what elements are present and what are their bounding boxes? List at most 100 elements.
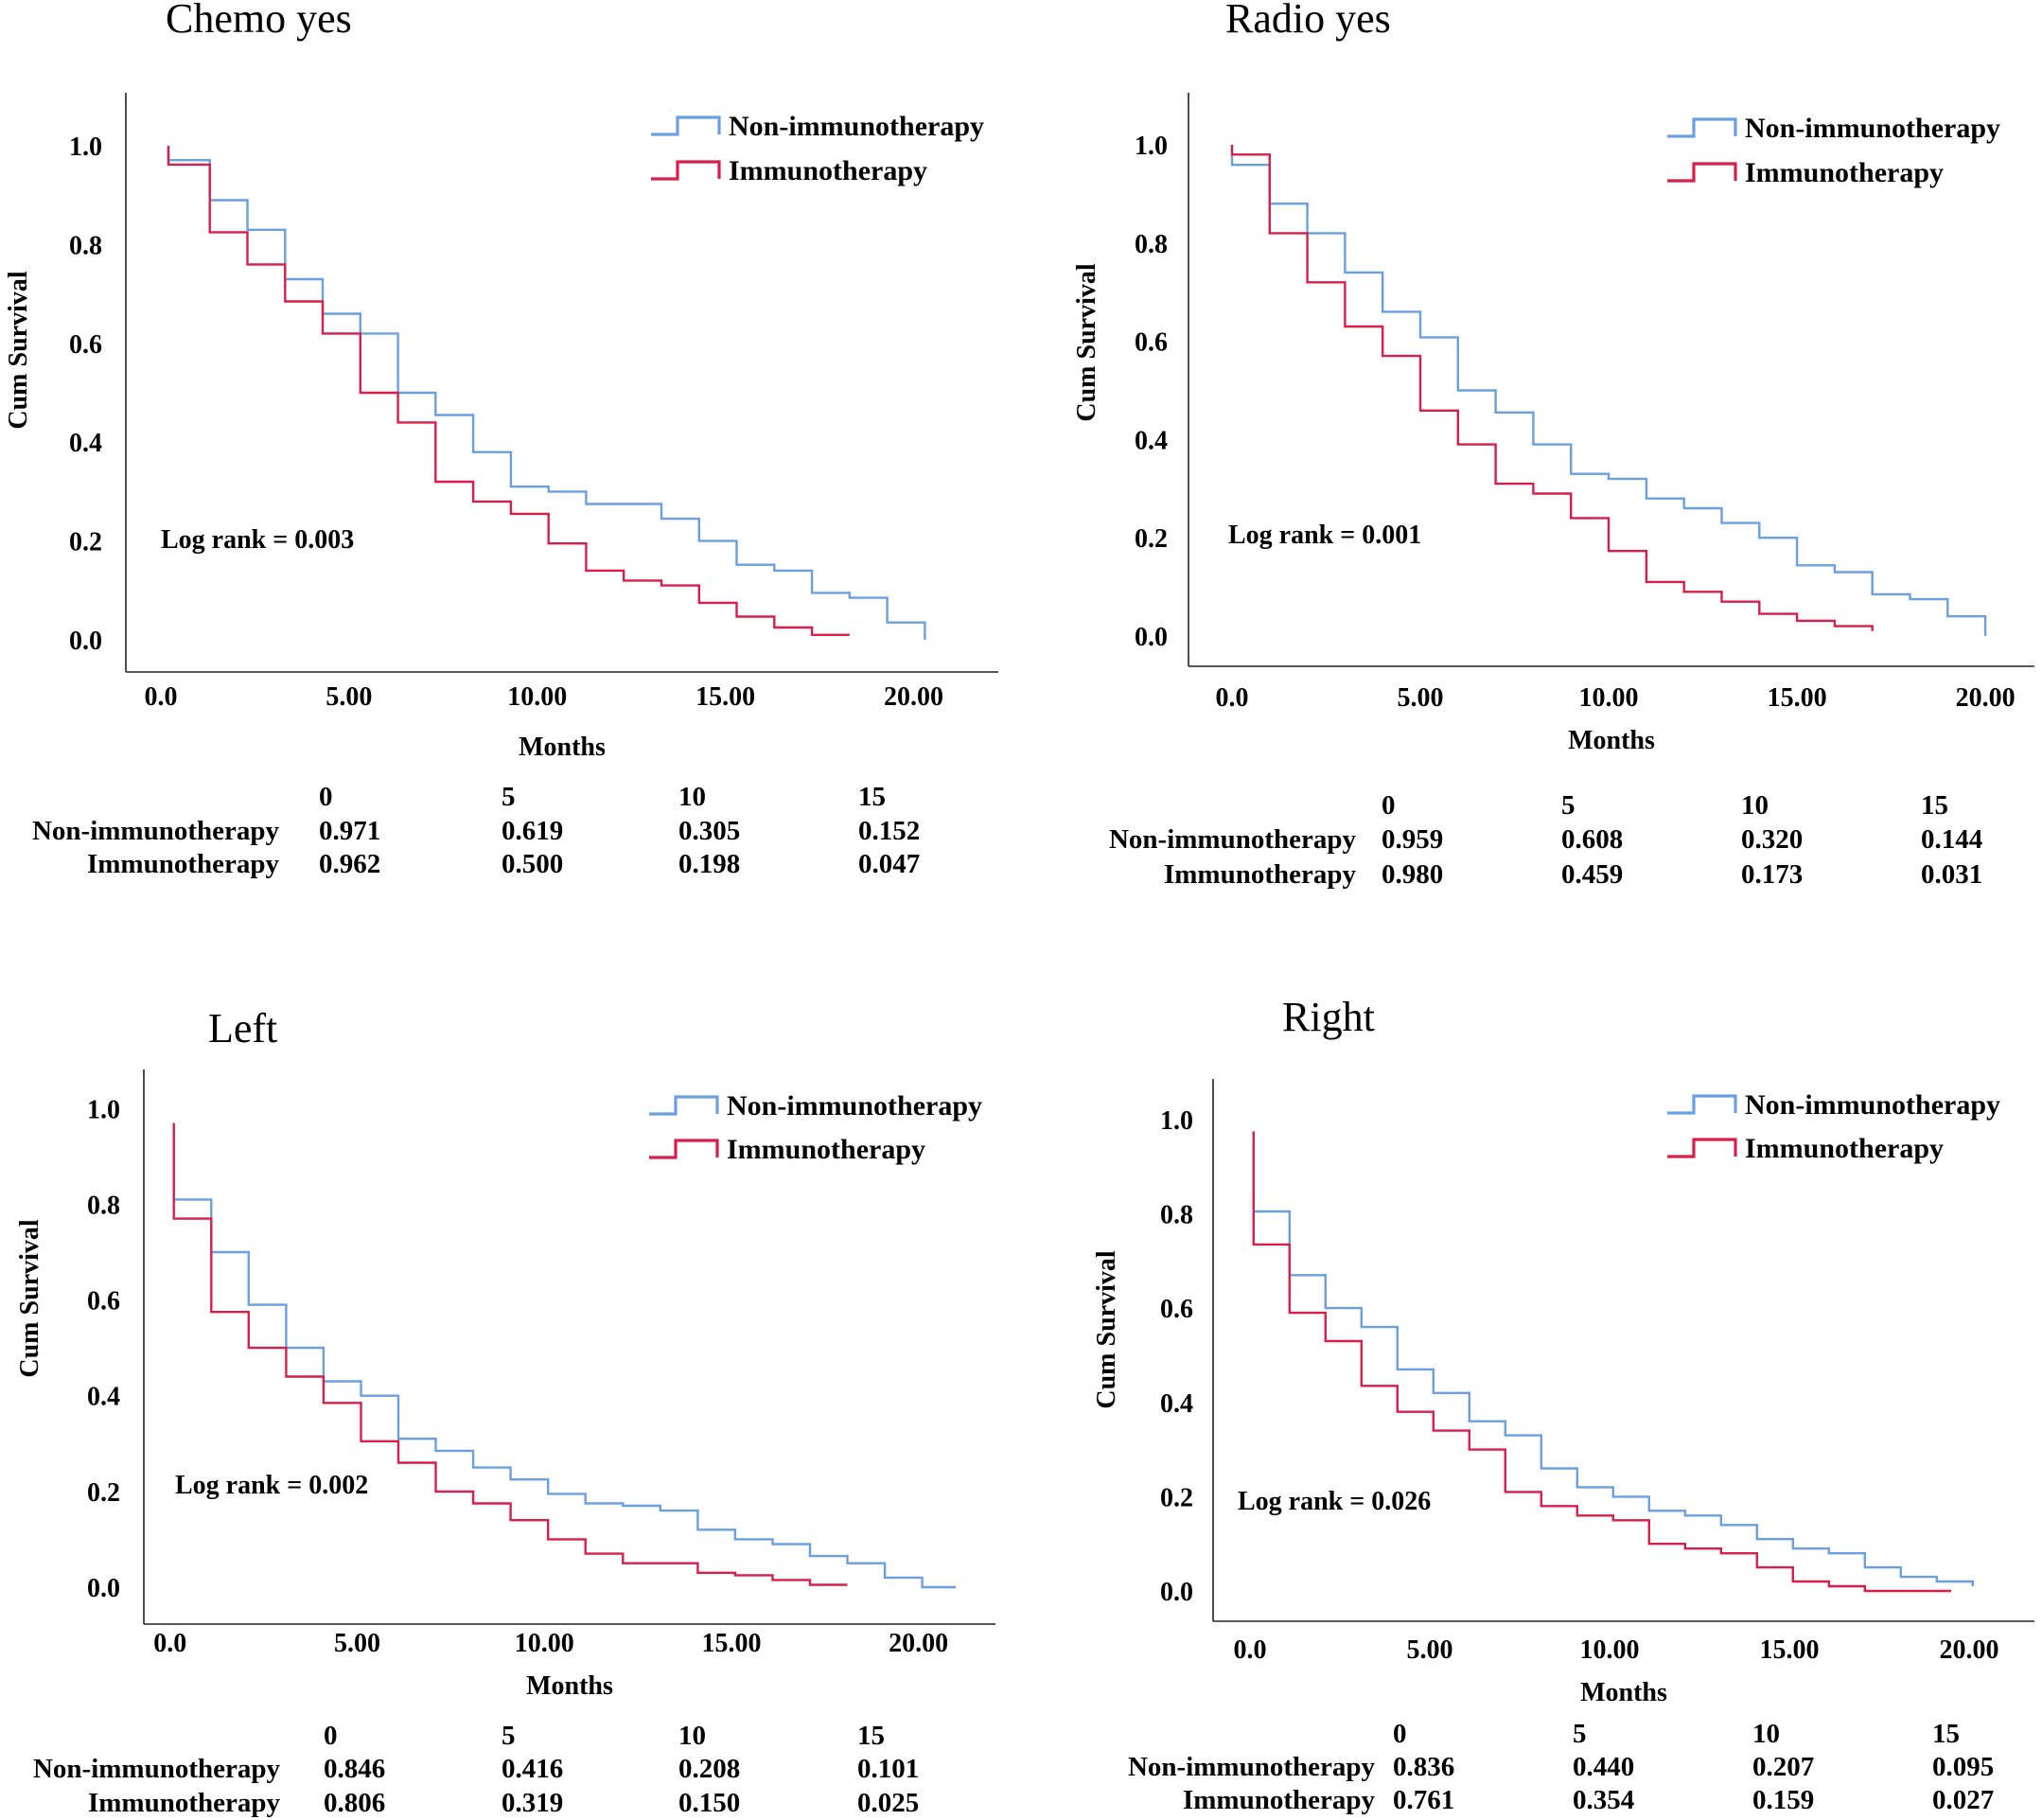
legend-marker-immunotherapy <box>649 1139 719 1159</box>
series-line-non-immunotherapy <box>1252 1142 1974 1586</box>
table-header-cell: 15 <box>1921 790 1948 821</box>
km-panel-3: Left 0.0 0.2 0.4 0.6 0.8 1.0 0.0 5.00 10.00 15.00 2… <box>15 1005 995 1818</box>
table-row-label: Non-immunotherapy <box>33 1754 281 1784</box>
table-cell: 0.846 <box>324 1754 385 1784</box>
chart-title: Radio yes <box>1225 0 1391 42</box>
y-tick-label: 0.6 <box>1135 328 1168 358</box>
table-cell: 0.500 <box>502 849 563 879</box>
table-cell: 0.440 <box>1573 1752 1634 1782</box>
table-cell: 0.761 <box>1393 1785 1454 1815</box>
series-line-immunotherapy <box>1230 145 1874 631</box>
y-tick-label: 0.2 <box>1160 1483 1193 1512</box>
x-tick-label: 0.0 <box>1216 683 1249 713</box>
table-cell: 0.025 <box>857 1788 919 1818</box>
legend-marker-immunotherapy <box>651 160 721 181</box>
table-row-label: Immunotherapy <box>1164 859 1357 890</box>
y-tick-label: 0.2 <box>1135 524 1168 554</box>
table-cell: 0.198 <box>678 849 740 879</box>
x-tick-label: 5.00 <box>334 1629 380 1658</box>
y-tick-label: 0.8 <box>69 231 102 260</box>
table-header-cell: 5 <box>1573 1719 1587 1749</box>
table-cell: 0.031 <box>1921 859 1982 890</box>
y-tick-label: 1.0 <box>1135 132 1168 161</box>
table-header-cell: 10 <box>1752 1719 1780 1749</box>
table-cell: 0.173 <box>1741 859 1803 890</box>
x-tick-label: 5.00 <box>1407 1635 1453 1665</box>
table-cell: 0.320 <box>1741 824 1803 855</box>
x-tick-label: 10.00 <box>515 1629 574 1658</box>
legend-label: Immunotherapy <box>729 155 927 186</box>
y-tick-label: 0.8 <box>1135 230 1168 259</box>
chart-title: Left <box>208 1005 277 1051</box>
x-axis-label: Months <box>1580 1678 1667 1707</box>
legend-label: Immunotherapy <box>1745 1133 1944 1164</box>
table-header-cell: 15 <box>857 1721 885 1751</box>
x-tick-label: 15.00 <box>701 1629 761 1658</box>
x-tick-label: 20.00 <box>884 682 943 712</box>
y-tick-label: 0.0 <box>69 627 102 656</box>
x-axis-label: Months <box>519 733 606 762</box>
legend: Non-immunotherapy Immunotherapy <box>1667 1089 2000 1164</box>
table-header-cell: 0 <box>1382 790 1396 821</box>
legend-label: Non-immunotherapy <box>729 111 984 142</box>
series-line-immunotherapy <box>1252 1131 1951 1593</box>
table-row-label: Non-immunotherapy <box>32 816 280 846</box>
table-header-cell: 10 <box>1741 790 1769 821</box>
table-header-cell: 5 <box>502 782 516 812</box>
x-tick-label: 0.0 <box>145 682 178 712</box>
y-tick-label: 0.2 <box>69 528 102 557</box>
legend-label: Immunotherapy <box>727 1134 925 1165</box>
table-row-label: Immunotherapy <box>88 1788 281 1818</box>
y-tick-label: 0.0 <box>1160 1578 1193 1607</box>
y-tick-label: 1.0 <box>1160 1106 1193 1136</box>
legend: Non-immunotherapy Immunotherapy <box>651 111 984 186</box>
legend-marker-immunotherapy <box>1667 162 1737 183</box>
km-panel-2: Radio yes 0.0 0.2 0.4 0.6 0.8 1.0 0.0 5.00 10.00 1… <box>1072 0 2034 890</box>
table-header-cell: 0 <box>1393 1719 1407 1749</box>
table-cell: 0.144 <box>1921 824 1982 855</box>
series-line-non-immunotherapy <box>1230 145 1987 636</box>
x-tick-label: 20.00 <box>1940 1635 1999 1665</box>
log-rank-annotation: Log rank = 0.003 <box>161 525 354 555</box>
x-tick-label: 10.00 <box>1579 683 1639 713</box>
table-header-cell: 15 <box>858 782 886 812</box>
legend-marker-non-immunotherapy <box>1667 1094 1737 1115</box>
y-tick-label: 0.6 <box>87 1287 120 1316</box>
legend-label: Immunotherapy <box>1745 157 1944 188</box>
table-cell: 0.354 <box>1573 1785 1634 1815</box>
table-header-cell: 5 <box>502 1721 516 1751</box>
y-tick-label: 1.0 <box>87 1095 120 1124</box>
legend: Non-immunotherapy Immunotherapy <box>1667 113 2000 188</box>
survival-table: 0 5 10 15 Non-immunotherapy 0.959 0.608 0.320 0.… <box>1109 790 1982 890</box>
chart-title: Chemo yes <box>166 0 352 42</box>
legend-marker-non-immunotherapy <box>649 1095 719 1116</box>
table-cell: 0.152 <box>858 816 920 846</box>
table-cell: 0.207 <box>1752 1752 1814 1782</box>
x-tick-label: 15.00 <box>1760 1635 1820 1665</box>
series-line-immunotherapy <box>172 1122 848 1586</box>
table-header-cell: 10 <box>678 1721 706 1751</box>
y-axis-label: Cum Survival <box>4 271 33 429</box>
x-tick-label: 5.00 <box>326 682 372 712</box>
x-tick-label: 0.0 <box>1234 1635 1267 1665</box>
series-line-immunotherapy <box>167 146 850 636</box>
y-tick-label: 0.6 <box>69 330 102 360</box>
km-panel-4: Right 0.0 0.2 0.4 0.6 0.8 1.0 0.0 5.00 10.00 15.00… <box>1092 994 2034 1815</box>
legend-marker-non-immunotherapy <box>651 115 721 136</box>
table-cell: 0.208 <box>678 1754 740 1784</box>
survival-table: 0 5 10 15 Non-immunotherapy 0.846 0.416 0.208 0.… <box>33 1721 919 1818</box>
table-cell: 0.962 <box>319 849 380 879</box>
series-line-non-immunotherapy <box>172 1127 957 1589</box>
table-header-cell: 5 <box>1561 790 1576 821</box>
legend: Non-immunotherapy Immunotherapy <box>649 1090 982 1165</box>
x-tick-label: 10.00 <box>507 682 567 712</box>
y-tick-label: 0.8 <box>87 1191 120 1220</box>
x-tick-label: 15.00 <box>1768 683 1827 713</box>
table-cell: 0.971 <box>319 816 380 846</box>
y-axis-label: Cum Survival <box>15 1219 44 1377</box>
table-cell: 0.459 <box>1561 859 1623 890</box>
table-header-cell: 0 <box>324 1721 338 1751</box>
